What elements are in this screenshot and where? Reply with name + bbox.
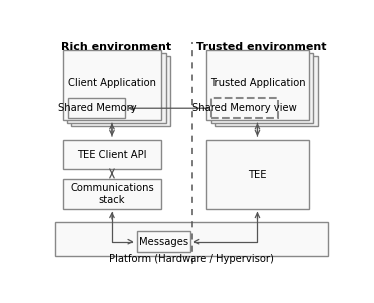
Text: Client Application: Client Application [68, 78, 156, 88]
Bar [215, 56, 318, 126]
Text: Shared Memory view: Shared Memory view [192, 103, 297, 113]
Bar [63, 179, 161, 209]
Bar [211, 98, 278, 118]
Bar [63, 50, 161, 120]
Bar [63, 140, 161, 169]
Bar [206, 50, 309, 120]
Text: Platform (Hardware / Hypervisor): Platform (Hardware / Hypervisor) [109, 255, 274, 265]
Text: TEE: TEE [248, 170, 267, 180]
Text: Rich environment: Rich environment [61, 42, 171, 52]
Text: Trusted Application: Trusted Application [210, 78, 305, 88]
Bar [55, 222, 328, 256]
Text: Messages: Messages [139, 237, 188, 247]
Text: TEE Client API: TEE Client API [77, 150, 147, 160]
Bar [71, 56, 170, 126]
Bar [211, 53, 313, 123]
Bar [137, 231, 190, 252]
Text: Shared Memory: Shared Memory [58, 103, 136, 113]
Text: Trusted environment: Trusted environment [196, 42, 327, 52]
Bar [67, 53, 166, 123]
Bar [68, 98, 125, 118]
Text: Communications
stack: Communications stack [70, 183, 154, 205]
Bar [206, 140, 309, 209]
